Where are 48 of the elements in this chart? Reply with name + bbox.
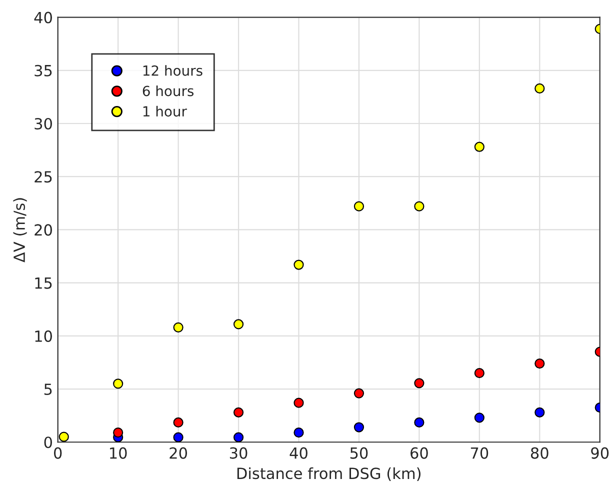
point xyxy=(474,142,484,152)
x-tick-label: 50 xyxy=(350,447,368,459)
y-tick-label: 20 xyxy=(34,224,52,236)
x-tick-label: 20 xyxy=(170,447,188,459)
point xyxy=(233,319,244,330)
legend-label: 1 hour xyxy=(143,106,187,117)
point xyxy=(58,432,69,442)
x-tick-label: 90 xyxy=(591,447,609,459)
point xyxy=(474,368,484,378)
y-tick-label: 5 xyxy=(44,384,52,396)
x-tick-label: 80 xyxy=(530,447,548,459)
x-tick-label: 70 xyxy=(470,447,488,459)
point xyxy=(294,398,304,408)
point xyxy=(354,422,364,432)
point xyxy=(354,388,364,398)
y-tick-label: 35 xyxy=(34,64,52,76)
y-tick-label: 10 xyxy=(35,330,52,342)
y-tick-label: 40 xyxy=(34,12,52,24)
y-tick-label: 30 xyxy=(34,118,52,130)
point xyxy=(294,260,304,270)
point xyxy=(173,432,184,442)
legend-label: 6 hours xyxy=(142,85,194,96)
point xyxy=(354,201,364,212)
point xyxy=(414,378,424,388)
point xyxy=(233,407,244,418)
point xyxy=(113,428,124,438)
point xyxy=(173,417,184,428)
y-axis-title: ΔV (m/s) xyxy=(13,198,27,262)
x-axis-title: Distance from DSG (km) xyxy=(237,467,420,481)
x-tick-label: 0 xyxy=(54,447,62,459)
point xyxy=(233,432,244,442)
point xyxy=(474,412,484,423)
x-tick-label: 30 xyxy=(230,447,248,459)
x-tick-label: 60 xyxy=(410,447,428,459)
point xyxy=(294,428,304,438)
x-tick-label: 10 xyxy=(110,447,127,459)
point xyxy=(534,358,545,369)
x-tick-label: 40 xyxy=(290,447,308,459)
point xyxy=(534,407,545,418)
point xyxy=(534,83,545,94)
point xyxy=(113,378,124,389)
point xyxy=(414,201,424,212)
y-tick-label: 15 xyxy=(35,277,52,289)
y-tick-label: 0 xyxy=(44,436,52,448)
point xyxy=(173,322,184,332)
point xyxy=(414,417,424,428)
y-tick-label: 25 xyxy=(34,171,52,183)
legend-label: 12 hours xyxy=(143,65,202,76)
